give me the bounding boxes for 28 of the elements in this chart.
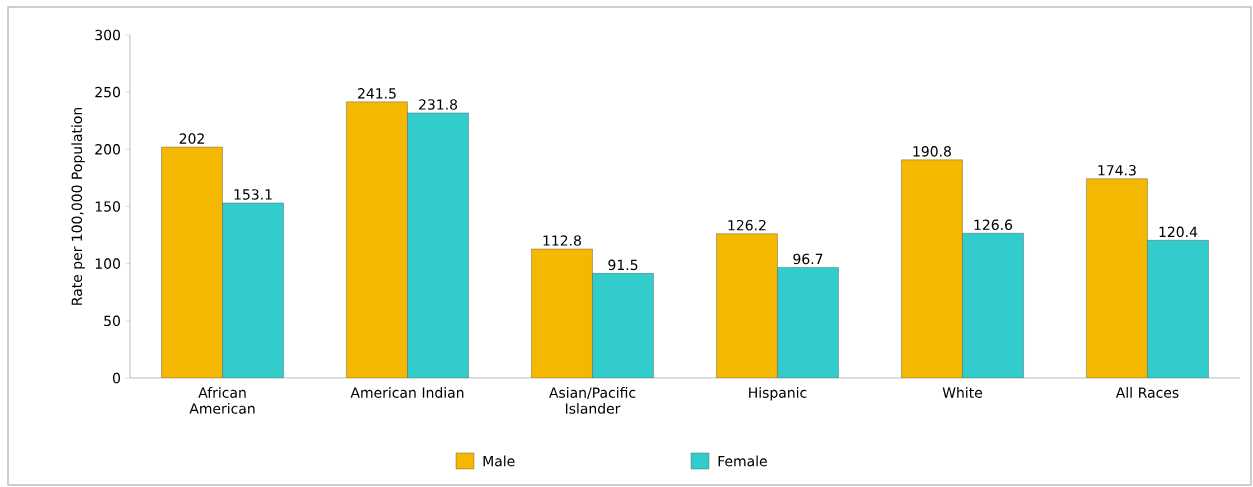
- y-tick-label: 300: [95, 29, 120, 41]
- data-label: 120.4: [1159, 226, 1198, 238]
- x-tick-label: Hispanic: [749, 387, 807, 401]
- y-tick-label: 50: [104, 315, 120, 327]
- y-tick-label: 250: [95, 86, 120, 98]
- y-tick-label: 100: [95, 258, 120, 269]
- data-label: 202: [179, 133, 204, 144]
- y-tick-label: 0: [112, 372, 120, 384]
- data-label: 91.5: [608, 259, 638, 271]
- data-label: 174.3: [1098, 164, 1136, 176]
- data-label: 112.8: [543, 235, 581, 246]
- data-label: 153.1: [234, 189, 272, 200]
- data-label: 96.7: [793, 253, 823, 265]
- x-tick-label: Asian/Pacific Islander: [549, 387, 636, 414]
- x-tick-label: White: [942, 387, 983, 398]
- data-label: 241.5: [358, 88, 396, 99]
- y-tick-label: 150: [95, 201, 120, 212]
- data-label: 126.2: [728, 219, 766, 231]
- data-label: 231.8: [419, 99, 458, 110]
- data-label: 126.6: [974, 219, 1013, 231]
- x-tick-label: All Races: [1115, 387, 1179, 398]
- x-tick-label: American Indian: [350, 387, 464, 398]
- x-tick-label: African American: [189, 387, 255, 414]
- legend-label: Female: [718, 455, 767, 467]
- y-axis-title: Rate per 100,000 Population: [71, 107, 85, 305]
- data-label: 190.8: [913, 146, 951, 157]
- y-tick-label: 200: [95, 144, 120, 155]
- legend-label: Male: [483, 455, 515, 467]
